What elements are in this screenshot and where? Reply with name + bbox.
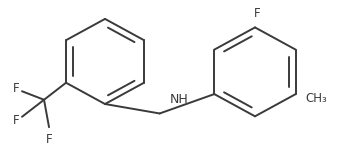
Text: F: F	[46, 133, 52, 146]
Text: CH₃: CH₃	[306, 92, 327, 105]
Text: F: F	[13, 82, 19, 95]
Text: NH: NH	[170, 93, 188, 106]
Text: F: F	[13, 114, 19, 127]
Text: F: F	[254, 7, 260, 20]
